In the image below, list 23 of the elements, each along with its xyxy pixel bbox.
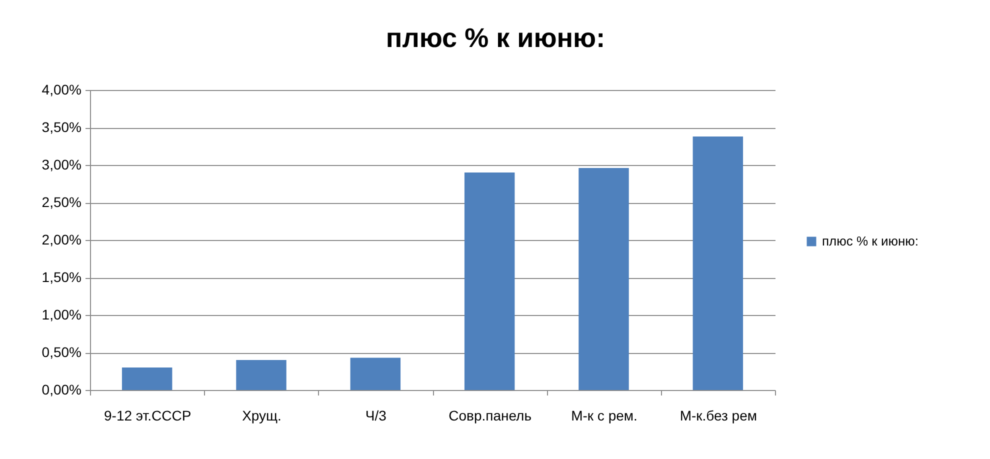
x-tick-label: Совр.панель (448, 408, 532, 424)
y-tick-label: 2,50% (42, 194, 82, 210)
bar (464, 172, 515, 390)
y-tick-label: 0,00% (42, 382, 82, 398)
x-tick-label: Хрущ. (242, 408, 282, 424)
bar (350, 358, 401, 390)
bar (692, 136, 744, 390)
bar (236, 360, 286, 390)
x-tick-label: Ч/3 (365, 408, 387, 424)
y-tick-label: 3,50% (42, 119, 82, 135)
y-tick-label: 3,00% (42, 156, 82, 172)
y-tick-label: 4,00% (42, 82, 82, 98)
x-tick-label: М-к с рем. (571, 408, 638, 424)
chart-title: плюс % к июню: (386, 23, 606, 53)
y-tick-label: 1,00% (42, 306, 82, 322)
legend-label: плюс % к июню: (822, 234, 919, 248)
bar (122, 368, 172, 390)
y-tick-label: 1,50% (42, 269, 82, 285)
x-tick-label: 9-12 эт.СССР (104, 408, 192, 424)
x-tick-label: М-к.без рем (680, 408, 758, 424)
y-tick-label: 0,50% (42, 344, 82, 360)
bar (578, 168, 629, 390)
y-tick-label: 2,00% (42, 232, 82, 248)
